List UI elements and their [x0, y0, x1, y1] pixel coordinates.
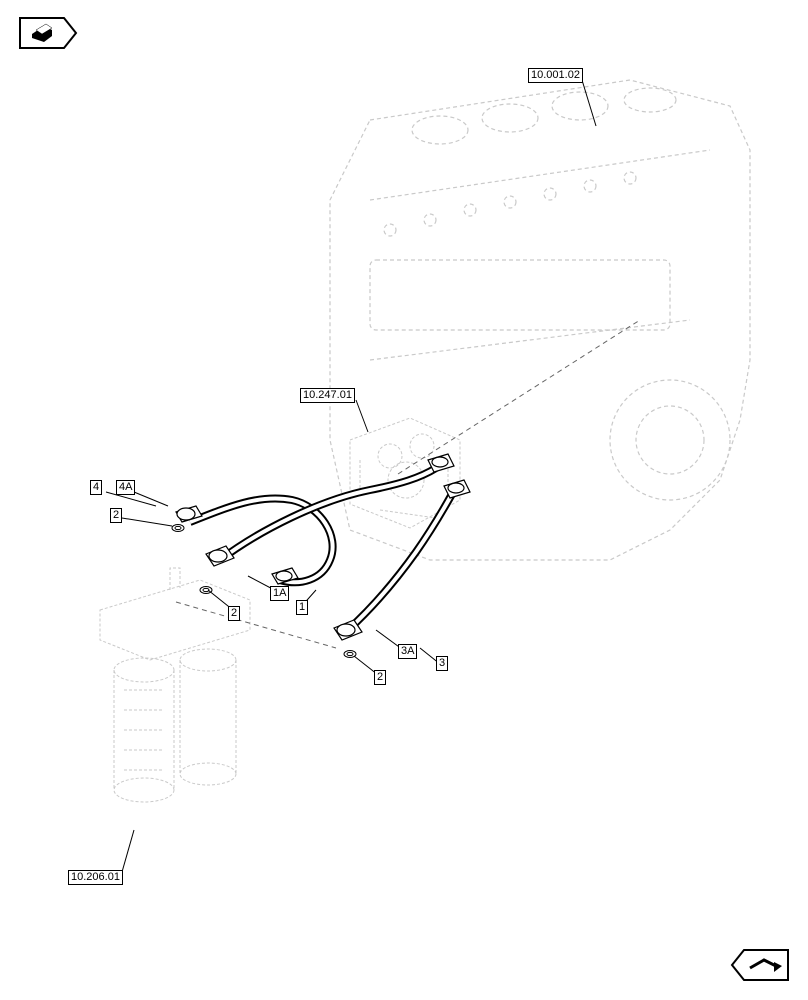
- ref-injection-pump: 10.247.01: [300, 388, 355, 403]
- callout-4: 4: [90, 480, 102, 495]
- diagram-canvas: 10.001.02 10.247.01 10.206.01 4 4A 2 1A …: [0, 0, 808, 1000]
- callout-2-b: 2: [228, 606, 240, 621]
- callout-3a: 3A: [398, 644, 417, 659]
- ref-filter-assy: 10.206.01: [68, 870, 123, 885]
- callout-leaders: [0, 0, 808, 1000]
- callout-1: 1: [296, 600, 308, 615]
- callout-2-a: 2: [110, 508, 122, 523]
- ref-engine-block: 10.001.02: [528, 68, 583, 83]
- callout-3: 3: [436, 656, 448, 671]
- callout-1a: 1A: [270, 586, 289, 601]
- callout-2-c: 2: [374, 670, 386, 685]
- callout-4a: 4A: [116, 480, 135, 495]
